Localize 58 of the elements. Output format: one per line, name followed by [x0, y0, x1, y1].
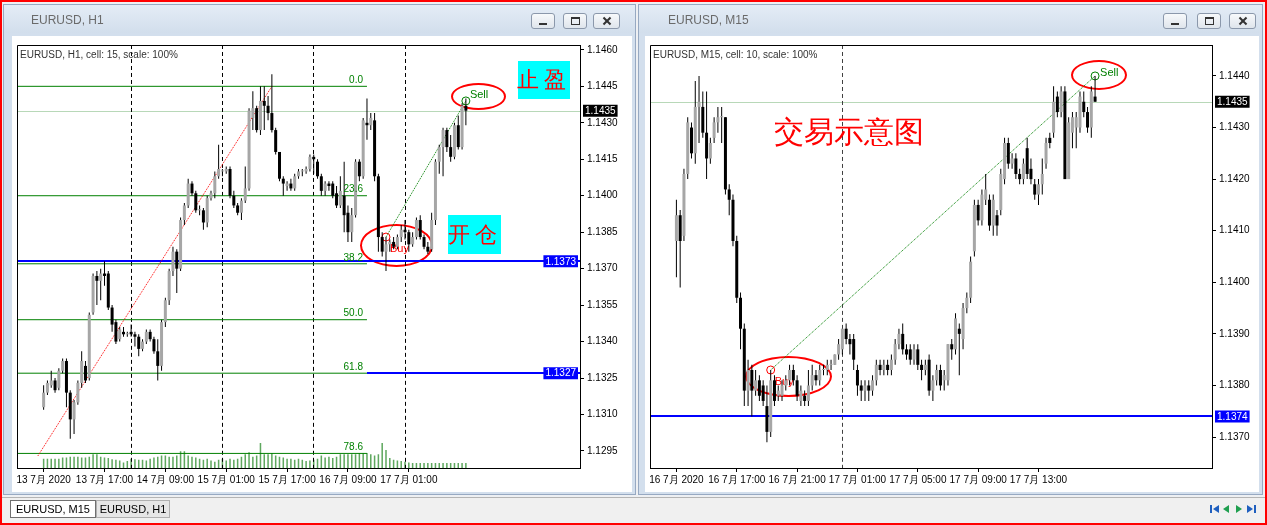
ref-line-label: 1.1374 — [1217, 410, 1249, 422]
y-tick-label: 1.1460 — [587, 43, 619, 55]
series-label: 38.2 — [343, 251, 364, 263]
chart-title: EURUSD, H1 — [31, 13, 104, 27]
chart-subtitle: EURUSD, H1, cell: 15, scale: 100% — [20, 48, 178, 60]
ref-line-label: 1.1435 — [1217, 95, 1249, 107]
x-tick-label: 17 7月 01:00 — [828, 473, 887, 485]
candlestick — [697, 75, 701, 144]
candlestick — [822, 364, 825, 376]
x-tick-label: 14 7月 09:00 — [136, 473, 195, 485]
y-tick-label: 1.1400 — [587, 189, 619, 201]
y-tick-label: 1.1340 — [587, 335, 619, 347]
ref-line-label: 1.1327 — [545, 367, 577, 379]
y-tick-label: 1.1385 — [587, 225, 619, 237]
x-tick-label: 16 7月 09:00 — [319, 473, 378, 485]
candlestick — [829, 359, 833, 370]
x-tick-label: 16 7月 2020 — [649, 473, 705, 485]
y-tick-label: 1.1415 — [587, 153, 619, 165]
series-label: Sell — [469, 87, 489, 100]
annotation: 交易示意图 — [773, 114, 925, 150]
y-tick-label: 1.1355 — [587, 298, 619, 310]
x-tick-label: 17 7月 01:00 — [380, 473, 438, 485]
y-tick-label: 1.1380 — [1219, 379, 1251, 391]
y-tick-label: 1.1430 — [1219, 121, 1251, 133]
y-tick-label: 1.1390 — [1219, 327, 1251, 339]
x-tick-label: 17 7月 05:00 — [889, 473, 947, 485]
y-tick-label: 1.1420 — [1219, 172, 1251, 184]
x-tick-label: 13 7月 17:00 — [75, 473, 134, 485]
candlestick — [720, 106, 724, 144]
ref-line-label: 1.1435 — [585, 104, 617, 116]
y-tick-label: 1.1295 — [587, 444, 619, 456]
series-label: 61.8 — [343, 360, 364, 372]
y-tick-label: 1.1325 — [587, 371, 619, 383]
y-tick-label: 1.1370 — [1219, 430, 1251, 442]
annotation: 开仓 — [447, 215, 502, 254]
ref-line-label: 1.1373 — [545, 255, 577, 267]
x-tick-label: 13 7月 2020 — [16, 473, 72, 485]
x-tick-label: 15 7月 17:00 — [258, 473, 317, 485]
chart-title: EURUSD, M15 — [16, 503, 90, 515]
series-label: 78.6 — [343, 441, 364, 453]
y-tick-label: 1.1445 — [587, 80, 619, 92]
y-tick-label: 1.1370 — [587, 262, 619, 274]
x-tick-label: 16 7月 17:00 — [708, 473, 766, 485]
x-tick-label: 15 7月 01:00 — [197, 473, 256, 485]
series-label: 0.0 — [349, 74, 364, 86]
x-tick-label: 17 7月 09:00 — [949, 473, 1008, 485]
y-tick-label: 1.1410 — [1219, 224, 1251, 236]
chart-subtitle: EURUSD, M15, cell: 10, scale: 100% — [653, 48, 818, 60]
x-tick-label: 16 7月 21:00 — [768, 473, 827, 485]
chart-title: EURUSD, H1 — [99, 503, 167, 515]
y-tick-label: 1.1310 — [587, 408, 619, 420]
y-tick-label: 1.1400 — [1219, 276, 1251, 288]
series-label: Sell — [1100, 65, 1119, 78]
y-tick-label: 1.1440 — [1219, 69, 1251, 81]
series-label: 50.0 — [343, 307, 364, 319]
chart-title: EURUSD, M15 — [668, 13, 749, 27]
y-tick-label: 1.1430 — [587, 116, 619, 128]
x-tick-label: 17 7月 13:00 — [1009, 473, 1068, 485]
